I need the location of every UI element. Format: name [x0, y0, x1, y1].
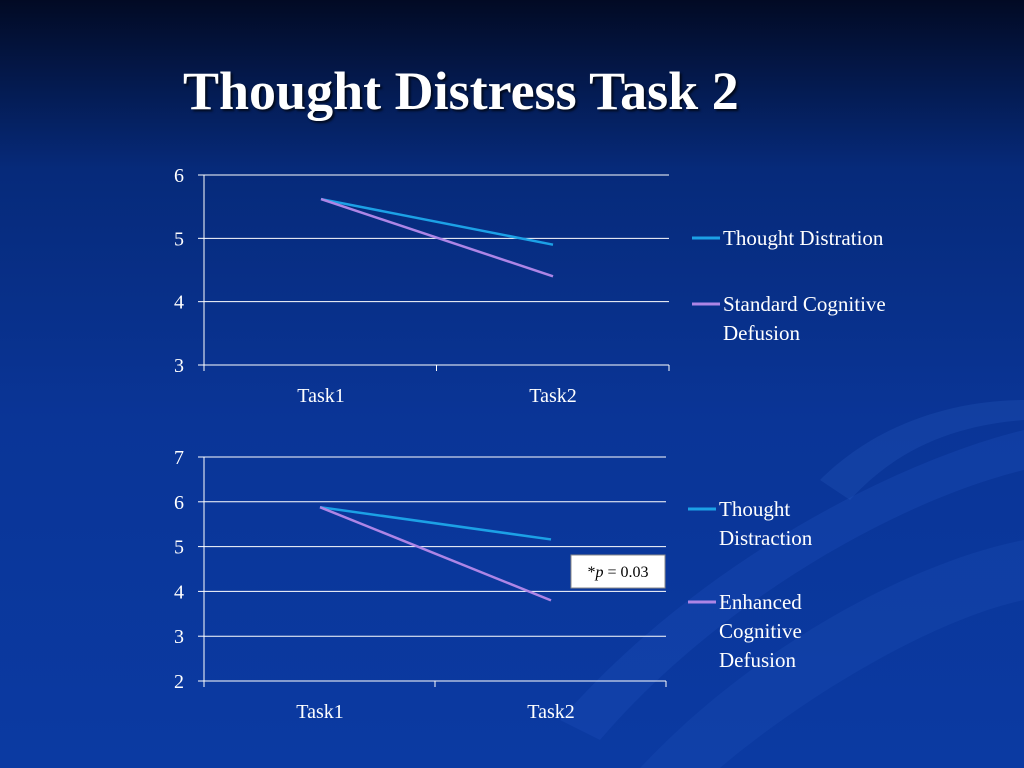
top-legend-label-1: Standard Cognitive Defusion	[723, 292, 886, 345]
bottom-annotation-prefix: *	[587, 564, 595, 581]
top-xtick-label-task1: Task1	[297, 385, 344, 407]
top-ytick-label-6: 6	[174, 165, 184, 187]
chart-top: 3 4 5 6 Task1 Task2 Thought Distration Standard…	[0, 150, 1024, 420]
top-series-line-1	[320, 197, 554, 278]
bottom-legend-label-1-line-2: Defusion	[719, 648, 796, 672]
top-legend-label-0: Thought Distration	[723, 226, 884, 250]
bottom-legend-label-0: Thought Distraction	[719, 497, 813, 550]
slide-title: Thought Distress Task 2	[183, 61, 739, 121]
bottom-legend-label-0-line-1: Distraction	[719, 526, 813, 550]
top-legend-label-1-line-1: Defusion	[723, 321, 800, 345]
top-ytick-label-3: 3	[174, 355, 184, 377]
bottom-series-line-1	[319, 506, 552, 602]
bottom-annotation-box	[570, 554, 666, 589]
bottom-ytick-label-4: 4	[174, 581, 184, 603]
bottom-annotation-rest: = 0.03	[603, 564, 648, 581]
bottom-xtick-label-task1: Task1	[296, 701, 343, 723]
top-ytick-label-4: 4	[174, 292, 184, 314]
bottom-ytick-label-7: 7	[174, 447, 184, 469]
top-xtick-label-task2: Task2	[529, 385, 576, 407]
bottom-series-line-0	[319, 505, 552, 541]
chart-top-svg: 3 4 5 6 Task1 Task2 Thought Distration Standard…	[174, 165, 886, 407]
bottom-legend-label-1-line-1: Cognitive	[719, 619, 802, 643]
bottom-ytick-label-5: 5	[174, 537, 184, 559]
bottom-annotation-text: *p = 0.03	[587, 564, 648, 581]
top-ytick-label-5: 5	[174, 228, 184, 250]
chart-bottom-svg: 2 3 4 5 6 7 Task1 Task2 Thought Distraction Enhanc…	[174, 447, 813, 723]
top-legend-label-1-line-0: Standard Cognitive	[723, 292, 886, 316]
bottom-xtick-label-task2: Task2	[527, 701, 574, 723]
bottom-annotation-variable: p	[594, 564, 603, 581]
top-legend-label-0-line-0: Thought Distration	[723, 226, 884, 250]
chart-bottom: 2 3 4 5 6 7 Task1 Task2 Thought Distraction Enhanc…	[0, 438, 1024, 738]
bottom-ytick-label-2: 2	[174, 671, 184, 693]
bottom-legend-label-0-line-0: Thought	[719, 497, 790, 521]
bottom-legend-label-1: Enhanced Cognitive Defusion	[719, 590, 802, 672]
top-series-line-0	[320, 197, 554, 246]
bottom-ytick-label-6: 6	[174, 492, 184, 514]
bottom-ytick-label-3: 3	[174, 626, 184, 648]
bottom-legend-label-1-line-0: Enhanced	[719, 590, 802, 614]
